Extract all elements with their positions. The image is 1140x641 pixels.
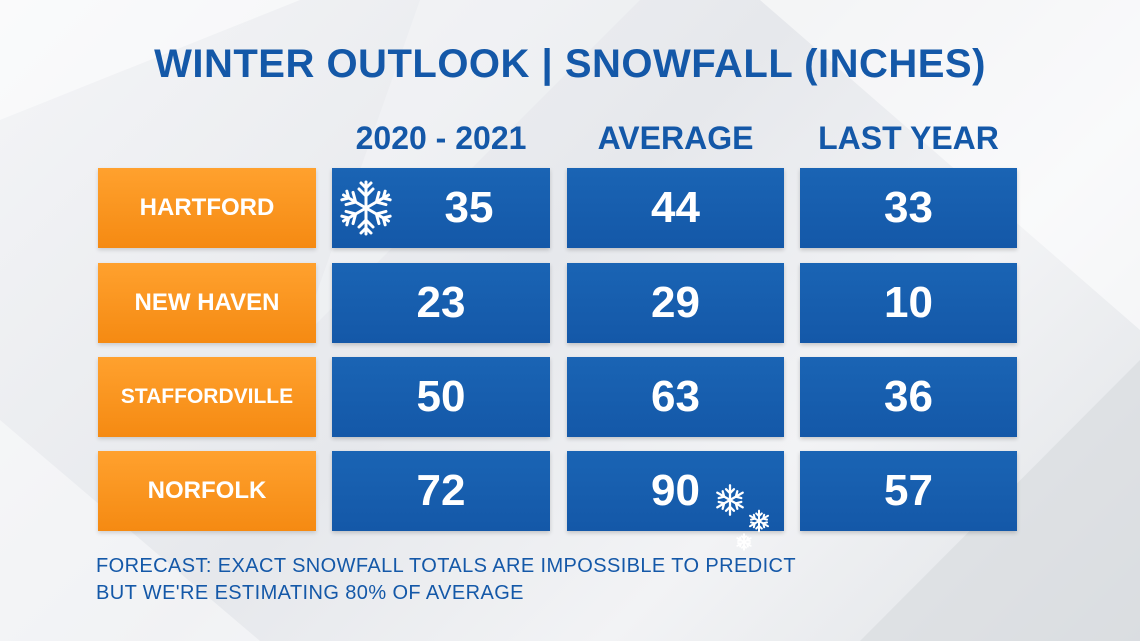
city-label-norfolk: NORFOLK <box>98 451 316 531</box>
footnote-line-2: BUT WE'RE ESTIMATING 80% OF AVERAGE <box>96 582 524 604</box>
column-header-2020-2021: 2020 - 2021 <box>355 120 527 156</box>
city-label-hartford: HARTFORD <box>98 168 316 248</box>
value-staffordville-average: 63 <box>567 357 784 437</box>
value-norfolk-2020-2021: 72 <box>332 451 550 531</box>
value-staffordville-2020-2021: 50 <box>332 357 550 437</box>
value-norfolk-average: 90 <box>567 451 784 551</box>
page-title: WINTER OUTLOOK | SNOWFALL (INCHES) <box>154 42 986 86</box>
snowflake-icon <box>336 178 396 238</box>
value-hartford-average: 44 <box>567 168 784 248</box>
snowflake-icon <box>735 497 753 551</box>
value-staffordville-last-year: 36 <box>800 357 1017 437</box>
city-label-new-haven: NEW HAVEN <box>98 263 316 343</box>
value-new-haven-average: 29 <box>567 263 784 343</box>
value-new-haven-last-year: 10 <box>800 263 1017 343</box>
value-norfolk-last-year: 57 <box>800 451 1017 531</box>
value-text: 35 <box>444 183 494 232</box>
snowflake-icon <box>713 463 747 516</box>
value-hartford-last-year: 33 <box>800 168 1017 248</box>
footnote-line-1: FORECAST: EXACT SNOWFALL TOTALS ARE IMPO… <box>96 555 797 577</box>
column-header-average: AVERAGE <box>597 120 754 156</box>
value-hartford-2020-2021: 35 <box>332 168 550 248</box>
value-new-haven-2020-2021: 23 <box>332 263 550 343</box>
column-header-last-year: LAST YEAR <box>818 120 999 156</box>
city-label-staffordville: STAFFORDVILLE <box>98 357 316 437</box>
value-text: 90 <box>651 466 700 515</box>
